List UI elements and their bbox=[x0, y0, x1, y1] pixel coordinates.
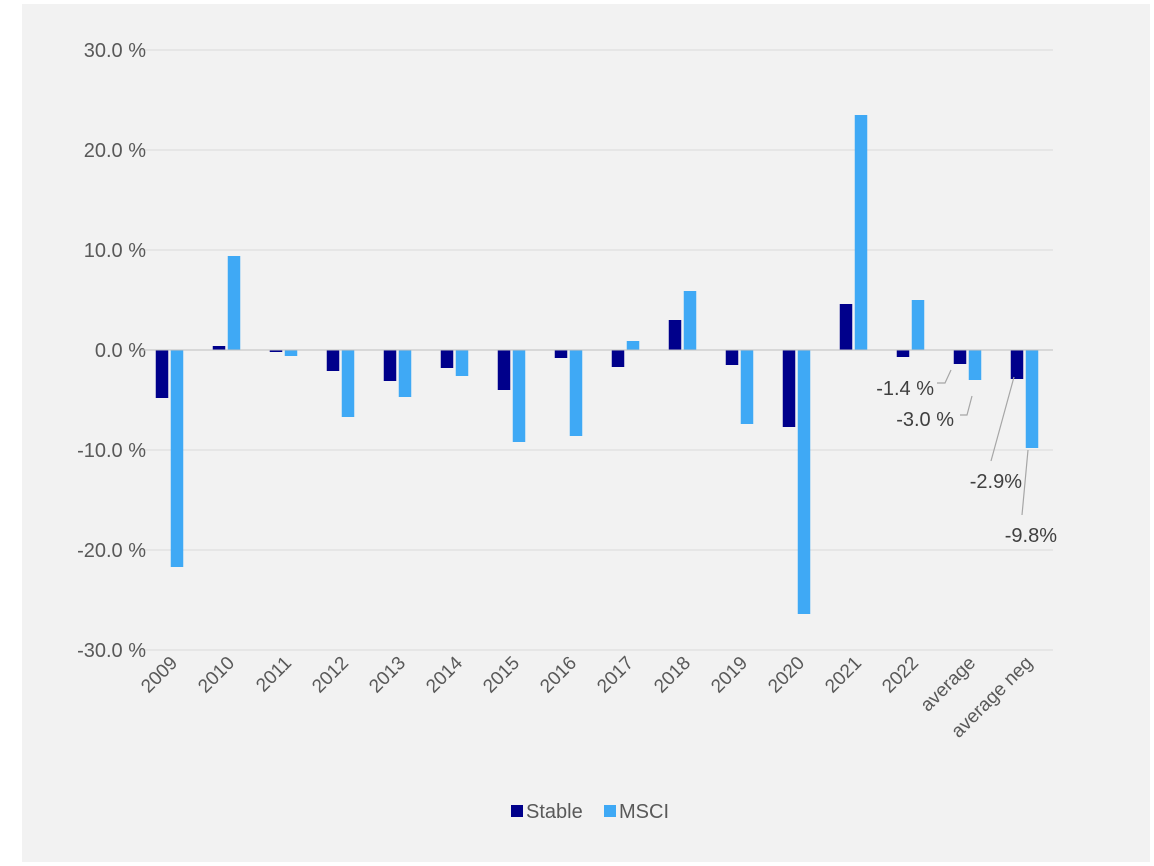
y-tick-label: -30.0 % bbox=[77, 640, 146, 662]
bar-msci-2011 bbox=[284, 350, 298, 356]
legend-swatch-msci bbox=[604, 805, 616, 817]
y-tick-label: -20.0 % bbox=[77, 540, 146, 562]
x-tick-label: 2010 bbox=[194, 653, 239, 698]
x-tick-label: 2019 bbox=[707, 653, 752, 698]
x-axis-category-labels: 2009 2010 2011 2012 2013 2014 2015 2016 2017 2018… bbox=[137, 652, 1037, 742]
bar-stable-2020 bbox=[782, 350, 796, 427]
bar-msci-average-neg bbox=[1025, 350, 1039, 448]
y-tick-label: 20.0 % bbox=[84, 140, 146, 162]
bar-msci-2009 bbox=[170, 350, 184, 567]
bar-msci-2017 bbox=[626, 341, 640, 350]
legend-label-msci: MSCI bbox=[619, 801, 669, 823]
bar-stable-average bbox=[953, 350, 967, 364]
bar-msci-2010 bbox=[227, 256, 241, 350]
y-tick-label: 30.0 % bbox=[84, 40, 146, 62]
data-label-annotations: -1.4 % -3.0 % -2.9% -9.8% bbox=[876, 369, 1057, 547]
data-label: -9.8% bbox=[1005, 525, 1057, 547]
bar-stable-2022 bbox=[896, 350, 910, 357]
bar-stable-2009 bbox=[155, 350, 169, 398]
x-tick-label: 2022 bbox=[878, 653, 923, 698]
x-tick-label: 2012 bbox=[308, 653, 353, 698]
bar-msci-2015 bbox=[512, 350, 526, 442]
y-axis-tick-labels: 30.0 % 20.0 % 10.0 % 0.0 % -10.0 % -20.0 % -30… bbox=[77, 40, 146, 662]
x-tick-label: 2021 bbox=[821, 653, 866, 698]
bar-msci-2020 bbox=[797, 350, 811, 614]
bar-msci-2013 bbox=[398, 350, 412, 397]
bar-stable-2015 bbox=[497, 350, 511, 390]
bar-msci-2021 bbox=[854, 115, 868, 350]
bar-stable-2021 bbox=[839, 304, 853, 350]
annotation-leader-line bbox=[937, 369, 952, 384]
x-tick-label: 2014 bbox=[422, 652, 467, 697]
bar-msci-2016 bbox=[569, 350, 583, 436]
x-tick-label: 2013 bbox=[365, 653, 410, 698]
bar-msci-2022 bbox=[911, 300, 925, 350]
bar-msci-average bbox=[968, 350, 982, 380]
bar-msci-2019 bbox=[740, 350, 754, 424]
bar-stable-2011 bbox=[269, 350, 283, 352]
bars bbox=[155, 115, 1039, 614]
bar-stable-2014 bbox=[440, 350, 454, 368]
bar-stable-2019 bbox=[725, 350, 739, 365]
x-tick-label: 2011 bbox=[252, 653, 296, 697]
gridlines bbox=[141, 49, 1053, 651]
chart-panel: 30.0 % 20.0 % 10.0 % 0.0 % -10.0 % -20.0 % -30… bbox=[22, 4, 1150, 862]
bar-msci-2018 bbox=[683, 291, 697, 350]
data-label: -2.9% bbox=[970, 471, 1022, 493]
x-tick-label: 2015 bbox=[479, 653, 524, 698]
bar-stable-2013 bbox=[383, 350, 397, 381]
bar-stable-average-neg bbox=[1010, 350, 1024, 379]
y-tick-label: 10.0 % bbox=[84, 240, 146, 262]
annotation-leader-line bbox=[1021, 449, 1029, 516]
legend: Stable MSCI bbox=[511, 801, 669, 823]
bar-msci-2014 bbox=[455, 350, 469, 376]
annotation-leader-line bbox=[960, 395, 973, 416]
bar-chart: 30.0 % 20.0 % 10.0 % 0.0 % -10.0 % -20.0 % -30… bbox=[77, 40, 1057, 823]
bar-stable-2017 bbox=[611, 350, 625, 367]
y-tick-label: -10.0 % bbox=[77, 440, 146, 462]
x-tick-label: 2017 bbox=[593, 653, 638, 698]
bar-stable-2018 bbox=[668, 320, 682, 350]
data-label: -3.0 % bbox=[896, 409, 954, 431]
bar-stable-2010 bbox=[212, 346, 226, 350]
legend-swatch-stable bbox=[511, 805, 523, 817]
annotation-leader-line bbox=[990, 376, 1015, 462]
data-label: -1.4 % bbox=[876, 378, 934, 400]
y-tick-label: 0.0 % bbox=[95, 340, 146, 362]
x-tick-label: 2018 bbox=[650, 653, 695, 698]
bar-stable-2016 bbox=[554, 350, 568, 358]
legend-label-stable: Stable bbox=[526, 801, 583, 823]
bar-msci-2012 bbox=[341, 350, 355, 417]
x-tick-label: 2016 bbox=[536, 653, 581, 698]
x-tick-label: 2020 bbox=[764, 653, 809, 698]
bar-stable-2012 bbox=[326, 350, 340, 371]
